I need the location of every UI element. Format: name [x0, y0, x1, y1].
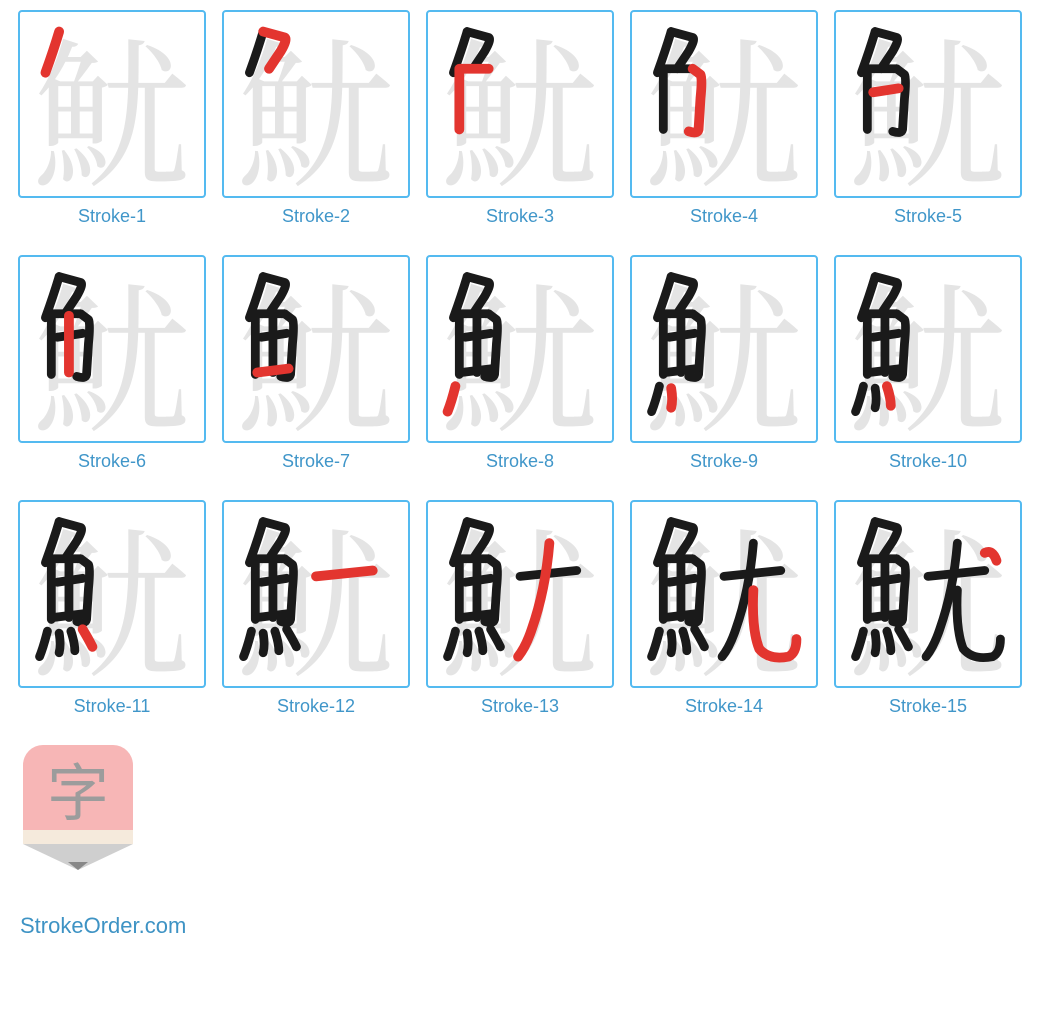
- stroke-cell: 魷 Stroke-10: [834, 255, 1022, 472]
- logo-character: 字: [47, 743, 109, 833]
- stroke-diagram: [20, 257, 204, 441]
- stroke-diagram: [836, 257, 1020, 441]
- stroke-diagram: [428, 502, 612, 686]
- stroke-label: Stroke-10: [889, 451, 967, 472]
- stroke-label: Stroke-15: [889, 696, 967, 717]
- stroke-label: Stroke-6: [78, 451, 146, 472]
- stroke-label: Stroke-1: [78, 206, 146, 227]
- stroke-diagram: [224, 502, 408, 686]
- stroke-label: Stroke-4: [690, 206, 758, 227]
- stroke-cell: 魷 Stroke-1: [18, 10, 206, 227]
- stroke-cell: 魷 Stroke-9: [630, 255, 818, 472]
- stroke-tile[interactable]: 魷: [834, 500, 1022, 688]
- stroke-label: Stroke-12: [277, 696, 355, 717]
- stroke-diagram: [836, 12, 1020, 196]
- stroke-diagram: [632, 257, 816, 441]
- stroke-diagram: [224, 257, 408, 441]
- stroke-label: Stroke-5: [894, 206, 962, 227]
- stroke-diagram: [224, 12, 408, 196]
- stroke-label: Stroke-3: [486, 206, 554, 227]
- stroke-cell: 魷 Stroke-5: [834, 10, 1022, 227]
- stroke-tile[interactable]: 魷: [222, 500, 410, 688]
- logo-square: 字: [23, 745, 133, 830]
- stroke-label: Stroke-14: [685, 696, 763, 717]
- stroke-cell: 魷 Stroke-15: [834, 500, 1022, 717]
- site-logo: 字: [18, 745, 138, 875]
- stroke-label: Stroke-11: [74, 696, 151, 717]
- stroke-tile[interactable]: 魷: [630, 500, 818, 688]
- stroke-cell: 魷 Stroke-6: [18, 255, 206, 472]
- stroke-tile[interactable]: 魷: [18, 500, 206, 688]
- stroke-diagram: [632, 502, 816, 686]
- stroke-tile[interactable]: 魷: [426, 500, 614, 688]
- stroke-grid: 魷 Stroke-1 魷 Stroke-2 魷 Stroke-3 魷 Stroke-4 魷 Str…: [18, 10, 1032, 717]
- stroke-tile[interactable]: 魷: [222, 255, 410, 443]
- stroke-diagram: [20, 12, 204, 196]
- stroke-label: Stroke-8: [486, 451, 554, 472]
- stroke-cell: 魷 Stroke-8: [426, 255, 614, 472]
- stroke-label: Stroke-7: [282, 451, 350, 472]
- stroke-tile[interactable]: 魷: [630, 255, 818, 443]
- stroke-tile[interactable]: 魷: [630, 10, 818, 198]
- footer-row: 字 StrokeOrder.com: [18, 745, 1032, 939]
- stroke-cell: 魷 Stroke-12: [222, 500, 410, 717]
- brand-text[interactable]: StrokeOrder.com: [20, 913, 186, 939]
- stroke-label: Stroke-9: [690, 451, 758, 472]
- stroke-tile[interactable]: 魷: [426, 10, 614, 198]
- logo-pencil-icon: [23, 830, 133, 870]
- stroke-tile[interactable]: 魷: [426, 255, 614, 443]
- stroke-tile[interactable]: 魷: [18, 255, 206, 443]
- stroke-tile[interactable]: 魷: [834, 10, 1022, 198]
- stroke-tile[interactable]: 魷: [834, 255, 1022, 443]
- stroke-cell: 魷 Stroke-13: [426, 500, 614, 717]
- stroke-diagram: [428, 12, 612, 196]
- stroke-cell: 魷 Stroke-7: [222, 255, 410, 472]
- stroke-cell: 魷 Stroke-2: [222, 10, 410, 227]
- stroke-cell: 魷 Stroke-4: [630, 10, 818, 227]
- stroke-diagram: [20, 502, 204, 686]
- stroke-cell: 魷 Stroke-14: [630, 500, 818, 717]
- stroke-diagram: [836, 502, 1020, 686]
- stroke-label: Stroke-13: [481, 696, 559, 717]
- stroke-tile[interactable]: 魷: [222, 10, 410, 198]
- stroke-diagram: [632, 12, 816, 196]
- stroke-cell: 魷 Stroke-3: [426, 10, 614, 227]
- stroke-diagram: [428, 257, 612, 441]
- stroke-cell: 魷 Stroke-11: [18, 500, 206, 717]
- stroke-tile[interactable]: 魷: [18, 10, 206, 198]
- stroke-label: Stroke-2: [282, 206, 350, 227]
